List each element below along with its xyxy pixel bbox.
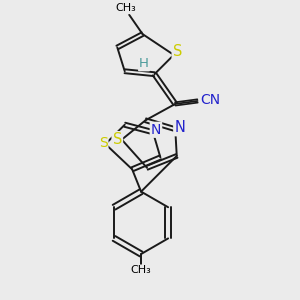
Text: S: S (173, 44, 182, 59)
Text: CH₃: CH₃ (116, 3, 136, 13)
Text: S: S (99, 136, 107, 150)
Text: H: H (139, 57, 149, 70)
Text: CN: CN (200, 93, 220, 107)
Text: CH₃: CH₃ (131, 266, 152, 275)
Text: N: N (174, 120, 185, 135)
Text: S: S (112, 132, 122, 147)
Text: N: N (151, 123, 161, 137)
